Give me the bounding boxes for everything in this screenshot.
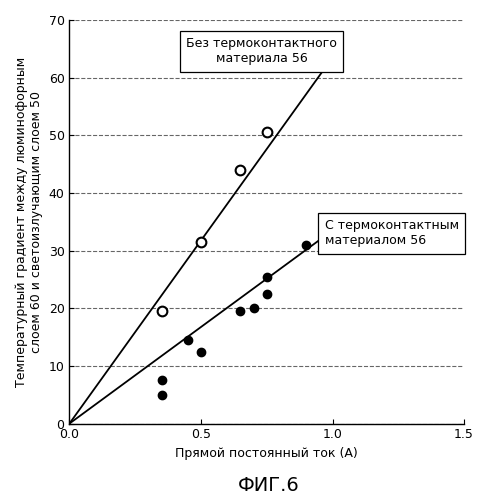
Text: С термоконтактным
материалом 56: С термоконтактным материалом 56 — [324, 220, 458, 248]
X-axis label: Прямой постоянный ток (А): Прямой постоянный ток (А) — [175, 447, 357, 460]
Text: ФИГ.6: ФИГ.6 — [238, 476, 299, 495]
Y-axis label: Температурный градиент между люминофорным
слоем 60 и светоизлучающим слоем 50: Температурный градиент между люминофорны… — [15, 56, 43, 387]
Text: Без термоконтактного
материала 56: Без термоконтактного материала 56 — [185, 38, 336, 66]
